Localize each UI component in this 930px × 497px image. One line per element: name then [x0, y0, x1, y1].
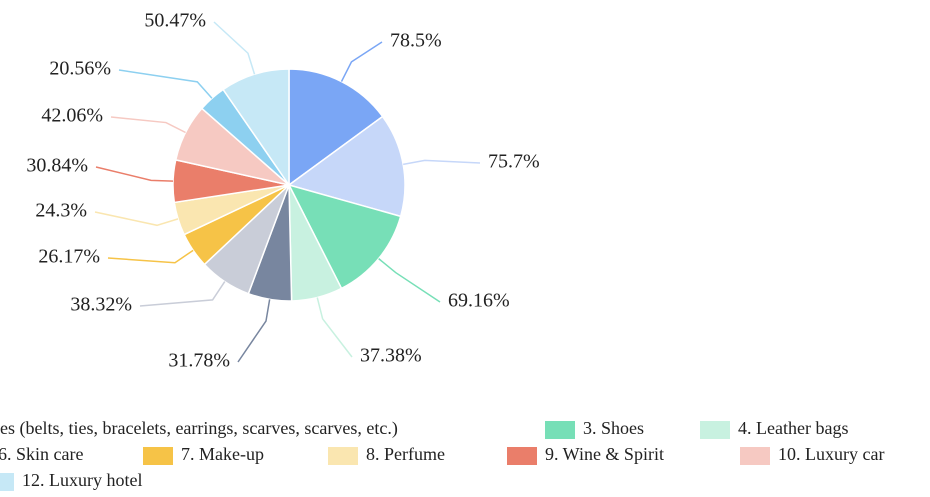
pie-slice: [288, 68, 384, 187]
legend-label: 9. Wine & Spirit: [545, 444, 664, 464]
leader-line: [237, 299, 271, 363]
data-label: 50.47%: [144, 10, 206, 32]
pie-slice: [287, 115, 406, 218]
legend-label: 12. Luxury hotel: [22, 470, 142, 490]
legend-swatch: [740, 447, 770, 465]
legend-label: 8. Perfume: [366, 444, 445, 464]
legend-swatch: [143, 447, 173, 465]
data-label: 38.32%: [70, 294, 132, 316]
leader-line: [378, 258, 441, 303]
data-label: 42.06%: [41, 105, 103, 127]
legend-label: 6. Skin care: [0, 444, 83, 464]
data-label: 69.16%: [448, 290, 510, 312]
data-label: 24.3%: [35, 200, 87, 222]
data-label: 78.5%: [390, 30, 442, 52]
legend-label: 10. Luxury car: [778, 444, 884, 464]
leader-line: [118, 69, 213, 99]
leader-line: [94, 211, 179, 227]
legend-swatch: [507, 447, 537, 465]
legend-label: es (belts, ties, bracelets, earrings, sc…: [0, 418, 398, 439]
pie-slice: [287, 183, 402, 290]
data-label: 37.38%: [360, 345, 422, 367]
leader-line: [110, 116, 186, 134]
data-label: 20.56%: [49, 58, 111, 80]
legend-swatch: [328, 447, 358, 465]
legend-label: 4. Leather bags: [738, 418, 848, 438]
data-label: 75.7%: [488, 151, 540, 173]
data-label: 30.84%: [26, 155, 88, 177]
data-label: 31.78%: [168, 350, 230, 372]
data-label: 26.17%: [38, 246, 100, 268]
leader-line: [213, 21, 256, 75]
leader-line: [316, 297, 353, 358]
leader-line: [107, 249, 194, 264]
leader-line: [95, 166, 174, 182]
legend-label: 7. Make-up: [181, 444, 264, 464]
legend-swatch: [0, 473, 14, 491]
legend-swatch: [700, 421, 730, 439]
leader-line: [340, 41, 383, 82]
legend-swatch: [545, 421, 575, 439]
leader-line: [403, 159, 481, 166]
legend-label: 3. Shoes: [583, 418, 644, 438]
leader-line: [139, 281, 226, 307]
